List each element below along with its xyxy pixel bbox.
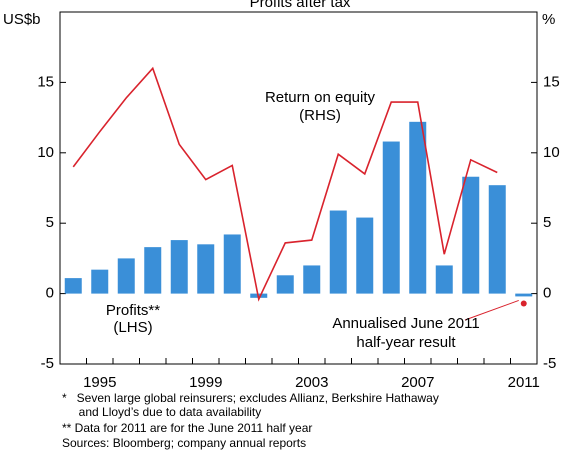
bar [197,244,215,294]
bar [223,234,241,294]
bar [488,185,506,294]
footnote: Sources: Bloomberg; company annual repor… [62,436,306,450]
x-tick-label: 2011 [508,374,540,391]
bar [144,247,162,294]
y-tick-label: 10 [37,144,54,161]
line [72,66,498,302]
y2-tick-label: 0 [543,285,551,302]
bar [276,275,294,294]
bar [170,240,188,294]
bar [91,269,109,294]
annotation: Annualised June 2011 [332,315,479,332]
x-tick-label: 1995 [83,374,116,391]
bar [515,293,533,297]
bar [303,265,321,294]
x-tick-label: 2007 [401,374,434,391]
x-tick-label: 1999 [189,374,222,391]
bar [356,217,374,294]
bar [462,176,480,294]
annotation-arrow [464,299,519,321]
chart-title: Profits after tax [250,0,351,11]
bar [409,121,427,294]
series-label: (LHS) [113,319,152,336]
bar [382,141,400,294]
x-tick-label: 2003 [295,374,328,391]
bar [435,265,453,294]
y-tick-label: 5 [46,214,54,231]
y2-tick-label: 15 [543,73,560,90]
y2-tick-label: 10 [543,144,560,161]
y2-axis-label: % [542,11,555,28]
dot [520,300,527,307]
footnote: and Lloyd’s due to data availability [62,405,261,419]
series-label: (RHS) [299,107,341,124]
y-tick-label: 15 [37,73,54,90]
series-label: Profits** [106,302,160,319]
bar [64,278,82,294]
y-tick-label: 0 [46,285,54,302]
bar [329,210,347,294]
y-axis-label: US$b [3,11,41,28]
annotation: half-year result [356,334,456,351]
bar [117,258,135,294]
series-label: Return on equity [265,89,376,106]
y2-tick-label: 5 [543,214,551,231]
y-tick-label: -5 [41,355,54,372]
footnote: * Seven large global reinsurers; exclude… [62,391,439,405]
footnote: ** Data for 2011 are for the June 2011 h… [62,421,312,435]
y2-tick-label: -5 [543,355,556,372]
